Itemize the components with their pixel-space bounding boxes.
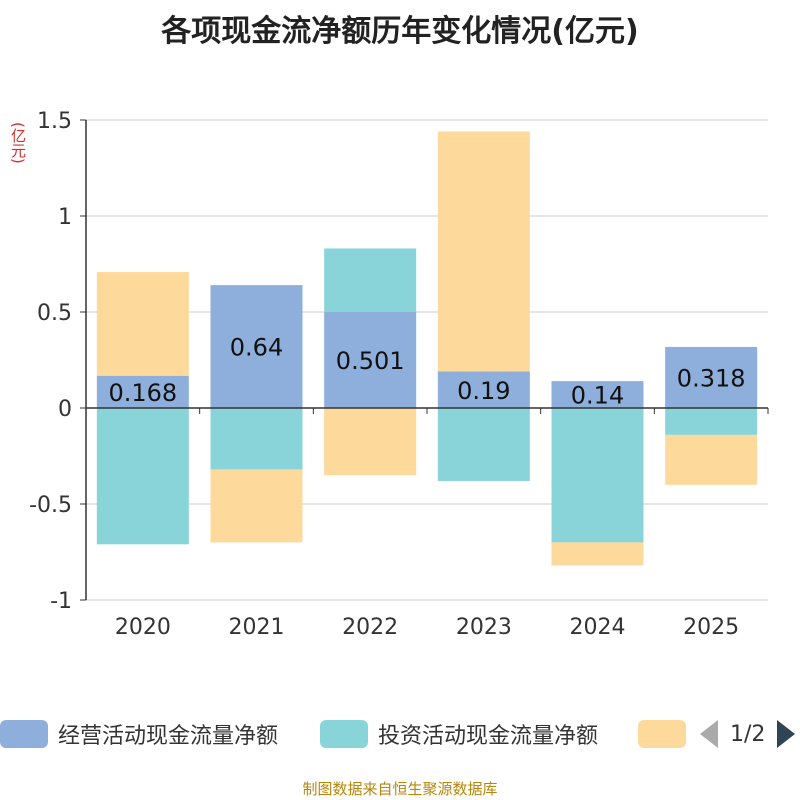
bars: [96, 131, 758, 566]
legend-swatch-investing: [320, 720, 368, 748]
legend-prev-page-icon[interactable]: [700, 720, 718, 748]
legend-swatch-operating: [0, 720, 48, 748]
y-axis-unit-label: (亿元): [9, 122, 27, 164]
data-label: 0.19: [457, 377, 510, 405]
data-label: 0.168: [108, 379, 177, 407]
legend: 经营活动现金流量净额 投资活动现金流量净额 1/2: [0, 714, 800, 754]
bar-segment-3[interactable]: [96, 272, 189, 376]
y-tick-label: 1.5: [37, 109, 72, 134]
bar-segment-3[interactable]: [551, 542, 644, 566]
bar-segment-2[interactable]: [665, 408, 758, 435]
legend-item-operating[interactable]: 经营活动现金流量净额: [0, 714, 278, 754]
x-tick-label: 2024: [570, 615, 626, 640]
bar-segment-1[interactable]: [437, 371, 530, 408]
y-tick-label: 0.5: [37, 301, 72, 326]
bar-segment-2[interactable]: [96, 408, 189, 545]
data-label: 0.14: [571, 382, 624, 410]
bar-segment-1[interactable]: [96, 375, 189, 408]
bar-segment-2[interactable]: [324, 248, 417, 312]
bar-segment-2[interactable]: [210, 408, 303, 470]
legend-label-investing: 投资活动现金流量净额: [378, 724, 599, 749]
chart-title: 各项现金流净额历年变化情况(亿元): [161, 14, 639, 49]
axes: 1.5 1 0.5 0 -0.5 -1 2020 2021 2022 2023 2024 2025: [29, 109, 769, 640]
x-tick-label: 2025: [683, 615, 739, 640]
x-tick-label: 2021: [229, 615, 285, 640]
legend-next-page-icon[interactable]: [777, 720, 796, 748]
bar-segment-1[interactable]: [324, 311, 417, 408]
bar-segment-3[interactable]: [437, 131, 530, 372]
y-tick-label: -1: [50, 589, 72, 614]
bar-segment-3[interactable]: [210, 469, 303, 543]
bar-segment-1[interactable]: [551, 381, 644, 408]
legend-item-financing[interactable]: [638, 714, 696, 754]
data-labels: 0.168 0.64 0.501 0.19 0.14 0.318: [108, 334, 745, 410]
legend-item-investing[interactable]: 投资活动现金流量净额: [320, 714, 598, 754]
bar-segment-1[interactable]: [210, 285, 303, 408]
data-label: 0.318: [677, 364, 746, 392]
x-tick-label: 2022: [342, 615, 398, 640]
x-tick-label: 2020: [115, 615, 171, 640]
y-tick-label: 0: [58, 397, 72, 422]
x-tick-label: 2023: [456, 615, 512, 640]
cashflow-chart: 1.5 1 0.5 0 -0.5 -1 2020 2021 2022 2023 2024 2025 0…: [29, 109, 769, 640]
legend-page-indicator: 1/2: [730, 721, 766, 747]
y-tick-label: 1: [58, 205, 72, 230]
bar-segment-2[interactable]: [551, 408, 644, 543]
bar-segment-2[interactable]: [437, 408, 530, 481]
bar-segment-1[interactable]: [665, 346, 758, 408]
bar-segment-3[interactable]: [665, 434, 758, 485]
legend-label-operating: 经营活动现金流量净额: [58, 724, 279, 749]
legend-pager: 1/2: [700, 714, 796, 754]
legend-swatch-financing: [638, 720, 686, 748]
source-note: 制图数据来自恒生聚源数据库: [302, 780, 498, 798]
data-label: 0.64: [230, 334, 283, 362]
data-label: 0.501: [336, 347, 405, 375]
y-tick-label: -0.5: [29, 493, 72, 518]
bar-segment-3[interactable]: [324, 408, 417, 476]
